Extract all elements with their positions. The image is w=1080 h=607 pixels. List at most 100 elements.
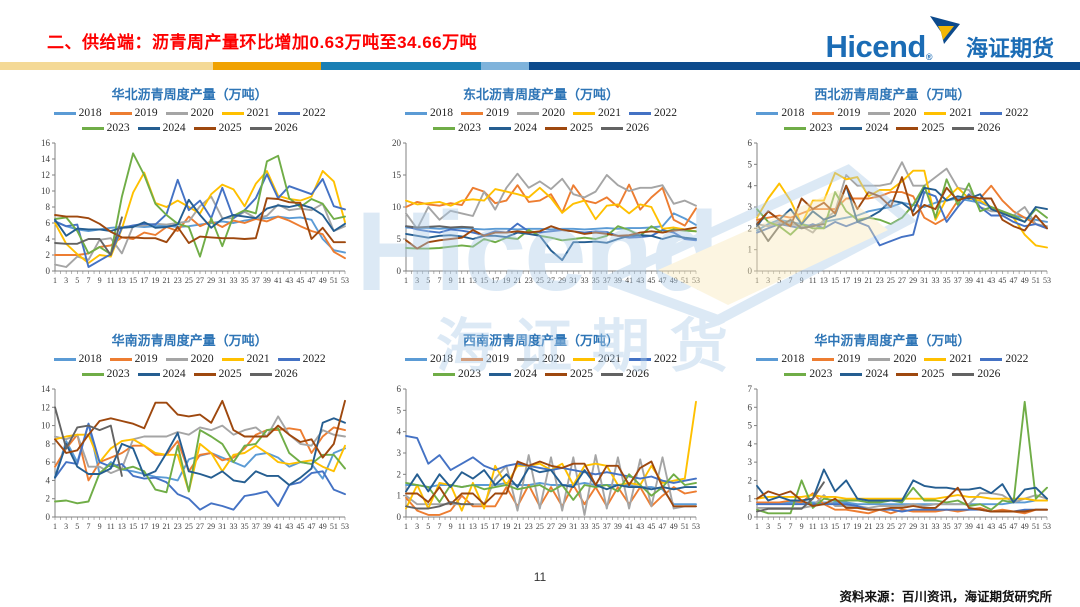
legend-label: 2021 [597, 107, 621, 119]
svg-text:51: 51 [1032, 276, 1040, 285]
legend-label: 2021 [949, 353, 973, 365]
legend-item-2026: 2026 [249, 368, 298, 380]
svg-text:53: 53 [1043, 276, 1051, 285]
legend-item-2022: 2022 [277, 353, 326, 365]
legend-label: 2025 [569, 122, 593, 134]
legend-item-2024: 2024 [137, 368, 186, 380]
svg-text:41: 41 [625, 522, 633, 531]
svg-text:43: 43 [988, 276, 996, 285]
series-line-2024 [405, 466, 697, 493]
series-line-2024 [53, 198, 346, 237]
svg-text:15: 15 [831, 522, 839, 531]
legend-line-swatch [896, 126, 919, 130]
legend-item-2020: 2020 [868, 107, 916, 119]
legend-label: 2024 [865, 122, 889, 134]
legend-line-swatch [840, 126, 863, 130]
legend-item-2023: 2023 [81, 368, 130, 380]
chart-title: 华北沥青周度产量（万吨） [111, 87, 268, 102]
svg-text:29: 29 [909, 276, 917, 285]
series-line-2020 [53, 195, 346, 268]
legend-item-2022: 2022 [980, 353, 1028, 365]
svg-text:39: 39 [263, 522, 271, 531]
svg-text:11: 11 [458, 276, 466, 285]
legend-line-swatch [812, 357, 835, 361]
svg-text:21: 21 [162, 276, 170, 285]
series-line-2023 [756, 178, 1049, 236]
svg-text:11: 11 [107, 522, 115, 531]
svg-text:15: 15 [480, 276, 488, 285]
series-line-2020 [756, 492, 1049, 509]
svg-text:8: 8 [45, 439, 50, 449]
legend-item-2025: 2025 [193, 122, 242, 134]
svg-text:19: 19 [854, 276, 862, 285]
legend-item-2019: 2019 [460, 107, 509, 119]
svg-text:15: 15 [129, 276, 137, 285]
chart-title: 西北沥青周度产量（万吨） [814, 87, 971, 102]
series-line-2024 [405, 231, 697, 262]
legend-item-2019: 2019 [812, 353, 860, 365]
legend-item-2021: 2021 [572, 353, 621, 365]
legend-label: 2024 [162, 122, 186, 134]
legend-label: 2026 [977, 368, 1001, 380]
series-line-2025 [756, 176, 1049, 232]
svg-text:29: 29 [558, 276, 566, 285]
svg-text:10: 10 [41, 186, 51, 196]
svg-text:45: 45 [296, 522, 304, 531]
legend-line-swatch [193, 126, 216, 130]
legend-line-swatch [193, 372, 216, 376]
legend-line-swatch [460, 111, 483, 115]
svg-text:53: 53 [341, 522, 349, 531]
svg-text:17: 17 [843, 276, 851, 285]
svg-text:16: 16 [41, 138, 51, 148]
svg-text:53: 53 [692, 276, 700, 285]
legend-line-swatch [952, 126, 975, 130]
series-line-2023 [53, 152, 346, 258]
svg-text:6: 6 [396, 384, 401, 394]
svg-text:29: 29 [558, 522, 566, 531]
svg-text:29: 29 [909, 522, 917, 531]
series-line-2024 [53, 417, 346, 486]
svg-text:0: 0 [748, 512, 753, 522]
svg-text:21: 21 [514, 276, 522, 285]
legend-line-swatch [628, 357, 651, 361]
chart-legend: 2018 2019 2020 2021 2022 2023 2024 2025 2026 [752, 353, 1032, 380]
svg-text:47: 47 [307, 276, 315, 285]
svg-text:23: 23 [876, 522, 884, 531]
svg-text:51: 51 [330, 276, 338, 285]
svg-text:2: 2 [45, 494, 50, 504]
legend-label: 2023 [106, 368, 130, 380]
legend-line-swatch [221, 357, 244, 361]
legend-item-2022: 2022 [277, 107, 326, 119]
series-line-2024 [756, 468, 1049, 504]
legend-label: 2022 [1005, 107, 1029, 119]
svg-text:12: 12 [41, 402, 50, 412]
legend-line-swatch [812, 111, 835, 115]
svg-text:19: 19 [854, 522, 862, 531]
registered-mark: ® [925, 52, 933, 62]
svg-text:33: 33 [580, 522, 588, 531]
legend-label: 2023 [457, 122, 481, 134]
svg-text:33: 33 [229, 522, 237, 531]
svg-text:21: 21 [865, 522, 873, 531]
svg-text:49: 49 [1021, 276, 1029, 285]
legend-label: 2020 [190, 353, 214, 365]
svg-text:1: 1 [53, 276, 57, 285]
svg-text:2: 2 [748, 223, 753, 233]
legend-item-2024: 2024 [840, 368, 888, 380]
legend-label: 2018 [781, 353, 805, 365]
svg-text:5: 5 [426, 522, 430, 531]
svg-text:1: 1 [755, 522, 759, 531]
legend-label: 2020 [893, 107, 917, 119]
svg-text:12: 12 [41, 170, 50, 180]
legend-line-swatch [460, 357, 483, 361]
legend-item-2018: 2018 [404, 353, 453, 365]
svg-text:3: 3 [64, 522, 68, 531]
series-line-2020 [405, 454, 697, 516]
svg-text:33: 33 [932, 276, 940, 285]
svg-text:17: 17 [491, 522, 499, 531]
svg-text:17: 17 [140, 522, 148, 531]
header-divider-stripe [0, 62, 1080, 70]
svg-text:37: 37 [603, 522, 611, 531]
legend-item-2022: 2022 [628, 107, 677, 119]
legend-line-swatch [277, 111, 300, 115]
